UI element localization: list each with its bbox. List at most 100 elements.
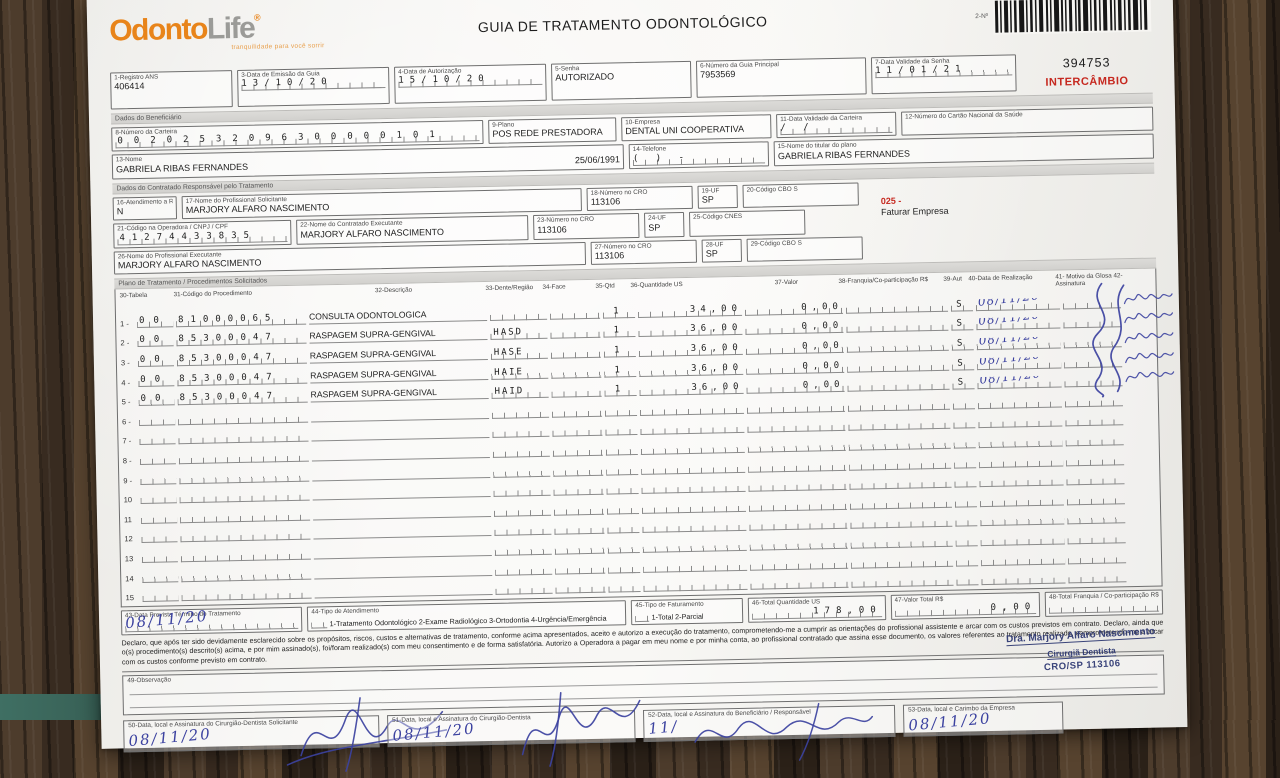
dente-cell — [494, 523, 552, 537]
face-cell — [550, 326, 601, 340]
aut-cell — [956, 573, 979, 586]
data-realizacao-cell — [980, 532, 1065, 547]
field-value-comb: 13/10/20 — [241, 76, 386, 92]
qtd-cell — [605, 443, 638, 456]
assinatura-cell — [1124, 330, 1174, 347]
field-value — [747, 192, 855, 205]
assinatura-cell — [1126, 409, 1174, 426]
field-value: 113106 — [537, 224, 567, 235]
franquia-cell — [850, 515, 953, 530]
qtd-cell — [607, 560, 641, 574]
field-carimbo-empresa: 53-Data, local e Carimbo da Empresa 08/1… — [902, 701, 1064, 737]
field-assinatura-beneficiario: 52-Data, local e Assinatura do Beneficiá… — [642, 702, 896, 761]
col-header-franquia: 38-Franquia/Co-participação R$ — [838, 276, 929, 286]
barcode-block: 2-Nº — [921, 0, 1152, 36]
face-cell — [553, 463, 604, 477]
col-header-face: 34-Face — [542, 283, 566, 292]
tabela-cell — [142, 569, 179, 583]
dente-cell: HAIE — [491, 366, 549, 380]
row-number: 15 — [125, 593, 135, 603]
aut-cell — [954, 495, 977, 508]
field-nome-titular: 15-Nome do titular do plano GABRIELA RIB… — [773, 133, 1155, 166]
qtd-cell: 1 — [603, 345, 636, 358]
quantidade-us-cell — [642, 519, 747, 534]
field-cro-executante: 27-Número no CRO 113106 — [590, 239, 698, 266]
field-assinatura-dentista: 51-Data, local e Assinatura do Cirurgião… — [387, 691, 641, 767]
face-cell — [555, 561, 606, 575]
qtd-cell — [607, 521, 640, 535]
tabela-cell — [139, 452, 176, 466]
dente-cell — [495, 562, 553, 576]
dente-cell: HAID — [491, 386, 549, 400]
row-number: 10 — [123, 495, 133, 505]
face-cell — [551, 404, 603, 418]
assinatura-cell — [1125, 370, 1175, 387]
aut-cell: S — [950, 299, 974, 312]
tabela-cell — [140, 511, 178, 524]
face-cell — [552, 443, 603, 457]
dente-cell — [493, 483, 551, 498]
glosa-cell — [1067, 550, 1127, 564]
qtd-cell: 1 — [602, 305, 636, 319]
dente-cell — [492, 444, 550, 458]
franquia-cell — [847, 397, 951, 412]
quantidade-us-cell — [641, 460, 746, 475]
aut-cell — [955, 514, 978, 528]
field-telefone: 14-Telefone ( ) - — [628, 141, 770, 169]
col-header-quantidade-us: 36-Quantidade US — [630, 281, 683, 290]
face-cell — [555, 580, 606, 594]
row-number: 13 — [124, 554, 134, 564]
dental-treatment-form: OdontoLife® tranquilidade para você sorr… — [86, 0, 1188, 772]
assinatura-cell — [1124, 311, 1174, 328]
glosa-cell — [1065, 452, 1125, 467]
quantidade-us-cell — [639, 401, 745, 416]
field-cro-executante-contratado: 23-Número no CRO 113106 — [533, 213, 640, 240]
field-value-comb: 41274433835 — [117, 229, 288, 246]
col-header-data-realizacao: 40-Data de Realização — [968, 274, 1033, 283]
row-number: 12 — [124, 534, 133, 544]
assinatura-cell — [1126, 389, 1174, 406]
field-total-franquia: 48-Total Franquia / Co-participação R$ — [1044, 589, 1164, 617]
dente-cell — [489, 307, 548, 321]
valor-cell — [747, 419, 846, 434]
franquia-cell — [847, 358, 950, 373]
franquia-cell — [850, 534, 953, 549]
valor-cell — [746, 399, 846, 414]
franquia-cell — [848, 456, 952, 471]
aut-cell: S — [952, 377, 975, 390]
checkbox-cell — [635, 609, 650, 622]
quantidade-us-cell: 36,00 — [639, 362, 744, 377]
face-cell — [553, 482, 604, 496]
tabela-cell: 00 — [136, 315, 174, 328]
field-value: 406414 — [114, 81, 145, 92]
dente-cell — [494, 542, 552, 556]
face-cell — [551, 384, 602, 398]
field-label: 16-Atendimento a RN — [116, 198, 173, 207]
quantidade-us-cell — [641, 480, 746, 495]
row-number: 8 - — [122, 456, 132, 466]
data-realizacao-cell — [980, 552, 1066, 566]
quantidade-us-cell — [640, 440, 745, 455]
aut-cell — [953, 455, 977, 469]
valor-cell — [749, 517, 848, 532]
field-value: AUTORIZADO — [555, 71, 615, 83]
procedure-row: 3 - 00 85300047 RASPAGEM SUPRA-GENGIVAL … — [121, 327, 1174, 367]
assinatura-cell — [1126, 428, 1174, 445]
aut-cell: S — [951, 338, 974, 351]
handwritten-date: 08/11/20 — [977, 316, 1041, 329]
valor-cell — [748, 478, 847, 493]
quantidade-us-cell — [641, 499, 747, 514]
franquia-cell — [849, 475, 952, 490]
col-header-tabela: 30-Tabela — [119, 292, 148, 300]
field-codigo-operadora: 21-Código na Operadora / CNPJ / CPF 4127… — [113, 220, 292, 249]
data-realizacao-cell: 08/11/20 — [977, 375, 1062, 390]
field-value: 113106 — [594, 250, 625, 261]
tabela-cell — [138, 413, 176, 426]
quantidade-us-cell — [643, 578, 748, 593]
field-value-comb: 11/01/21 — [875, 63, 1013, 79]
franquia-cell — [850, 554, 954, 569]
row-number: 11 — [123, 514, 132, 525]
row-number: 4 - — [121, 377, 131, 388]
quantidade-us-cell: 36,00 — [639, 382, 744, 397]
col-header-glosa-assinatura: 41- Motivo da Glosa 42-Assinatura — [1055, 272, 1123, 288]
